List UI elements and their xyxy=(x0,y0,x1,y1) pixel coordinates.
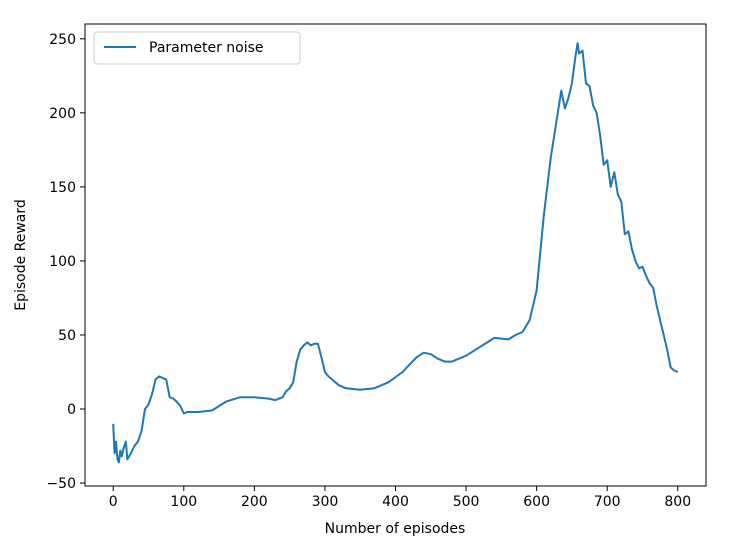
x-axis-label: Number of episodes xyxy=(325,521,466,537)
x-tick-label: 200 xyxy=(241,494,268,510)
y-axis-label: Episode Reward xyxy=(13,199,29,311)
axes-frame xyxy=(84,23,707,487)
plot-area: 0 100 200 300 400 500 600 700 800 −50 0 50 100 150 20… xyxy=(46,23,707,510)
x-axis-ticks: 0 100 200 300 400 500 600 700 800 xyxy=(109,486,691,510)
legend: Parameter noise xyxy=(93,31,301,65)
y-axis-ticks: −50 0 50 100 150 200 250 xyxy=(46,32,85,492)
x-tick-label: 700 xyxy=(594,494,621,510)
x-tick-label: 800 xyxy=(664,494,691,510)
legend-box xyxy=(93,31,301,65)
y-tick-label: −50 xyxy=(46,476,76,492)
y-tick-label: 50 xyxy=(58,328,76,344)
x-tick-label: 600 xyxy=(523,494,550,510)
y-tick-label: 150 xyxy=(49,180,76,196)
x-tick-label: 0 xyxy=(109,494,118,510)
y-tick-label: 250 xyxy=(49,32,76,48)
x-tick-label: 100 xyxy=(170,494,197,510)
y-tick-label: 100 xyxy=(49,254,76,270)
x-tick-label: 400 xyxy=(382,494,409,510)
series-line-parameter-noise xyxy=(112,42,679,464)
legend-label-parameter-noise: Parameter noise xyxy=(149,40,264,56)
y-tick-label: 0 xyxy=(67,402,76,418)
x-tick-label: 500 xyxy=(453,494,480,510)
x-tick-label: 300 xyxy=(312,494,339,510)
y-tick-label: 200 xyxy=(49,106,76,122)
